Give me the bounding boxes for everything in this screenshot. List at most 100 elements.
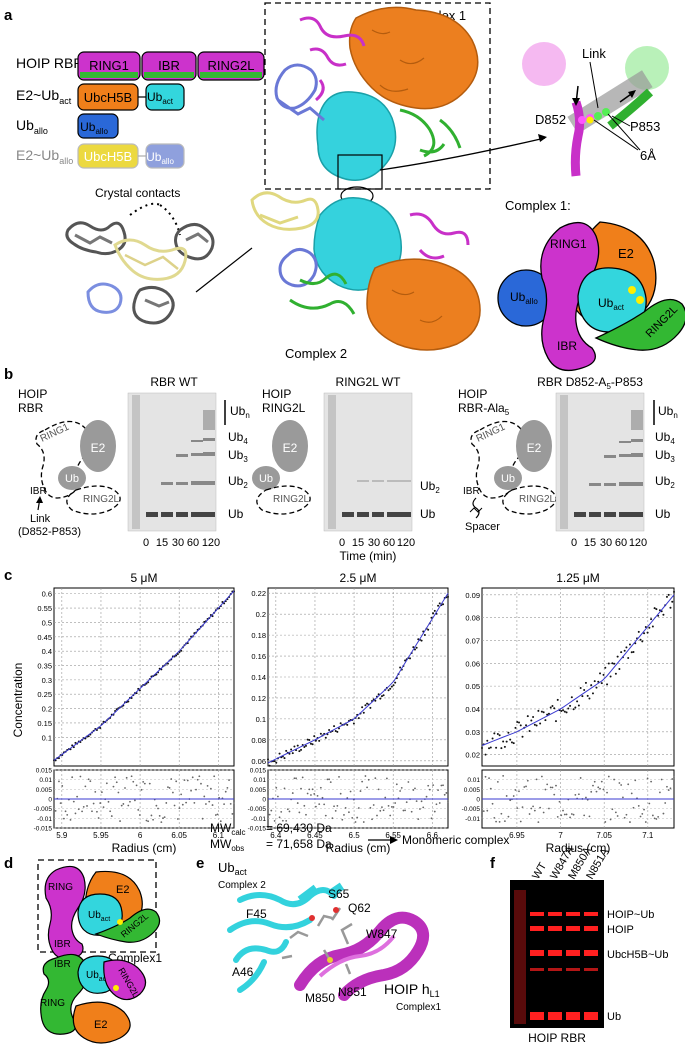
residual-point [214, 814, 217, 816]
svg-text:15: 15 [352, 537, 364, 549]
dimer-schematic: E2 RING IBR Ubact RING2L Complex1 RING I… [37, 859, 162, 1044]
svg-text:0: 0 [339, 537, 345, 549]
construct-ub-allo: Uballo [16, 117, 48, 136]
res-tick-label: -0.005 [34, 806, 53, 813]
data-point [273, 760, 276, 763]
residual-point [338, 775, 340, 778]
svg-text:Ub: Ub [420, 507, 436, 521]
svg-text:RING1: RING1 [475, 422, 508, 445]
residual-point [86, 805, 88, 807]
svg-text:Monomeric complex: Monomeric complex [402, 833, 509, 847]
residual-point [414, 787, 416, 790]
residual-point [400, 786, 403, 789]
svg-text:Ubn: Ubn [658, 404, 678, 420]
svg-text:RING2L: RING2L [83, 494, 120, 505]
residual-point [143, 782, 146, 785]
residual-point [107, 800, 110, 803]
data-point [357, 717, 360, 720]
residual-point [553, 793, 556, 796]
svg-text:E2: E2 [283, 441, 298, 455]
residual-point [267, 794, 269, 797]
residual-point [286, 808, 289, 811]
residual-point [491, 802, 494, 805]
svg-text:RING: RING [48, 882, 73, 893]
grey-protein-bottom [132, 285, 175, 325]
data-point [616, 655, 619, 658]
panel-letter-c: c [4, 567, 12, 584]
data-point [380, 695, 383, 698]
residual-point [588, 815, 591, 818]
data-point [430, 616, 433, 619]
data-point [542, 711, 545, 714]
data-point [572, 708, 575, 711]
svg-text:(D852-P853): (D852-P853) [18, 526, 81, 538]
svg-text:RBR WT: RBR WT [150, 375, 198, 389]
data-point [567, 707, 570, 710]
residual-point [273, 820, 276, 822]
crystal-contacts: Crystal contacts [65, 186, 253, 325]
data-point [324, 736, 327, 739]
domain-ub-act: Ubact [138, 83, 185, 111]
x-tick-label: 6.95 [509, 831, 525, 840]
residual-point [667, 789, 670, 791]
y-tick-label: 0.03 [465, 728, 480, 737]
residual-point [336, 804, 339, 807]
data-point [517, 721, 520, 724]
residual-point [281, 819, 284, 822]
residual-point [318, 803, 321, 805]
svg-text:UbcH5B: UbcH5B [84, 149, 132, 164]
residual-point [354, 821, 357, 823]
residual-point [420, 800, 423, 803]
data-point [500, 747, 503, 750]
residual-point [579, 777, 582, 779]
residual-point [277, 795, 279, 798]
zoom-box [337, 154, 383, 190]
residual-point [316, 794, 319, 797]
panel-letter-d: d [4, 855, 13, 872]
residual-point [74, 812, 77, 815]
residual-point [500, 812, 503, 815]
residual-point [560, 814, 563, 817]
svg-text:120: 120 [202, 537, 220, 549]
residual-point [198, 775, 201, 778]
residual-point [549, 786, 552, 789]
auc-chart-1: 2.5 μM 0.06 0.08 0.1 0.12 0.14 0.16 0.18 0.2 0.22… [248, 571, 449, 855]
residual-point [525, 785, 527, 788]
data-point [338, 727, 341, 730]
data-point [99, 726, 102, 729]
svg-text:Ubact: Ubact [88, 910, 110, 923]
residual-point [669, 787, 672, 790]
svg-text:RBR-Ala5: RBR-Ala5 [458, 401, 510, 417]
y-tick-label: 0.2 [256, 610, 266, 619]
svg-text:IBR: IBR [158, 58, 180, 73]
svg-text:RBR D852-A5-P853: RBR D852-A5-P853 [537, 375, 643, 391]
x-tick-label: 6 [138, 831, 143, 840]
svg-text:15: 15 [584, 537, 596, 549]
residual-point [148, 782, 151, 785]
residual-point [432, 784, 435, 787]
data-point [336, 730, 339, 733]
data-point [138, 689, 141, 692]
data-point [413, 648, 416, 651]
svg-text:RING2L WT: RING2L WT [336, 375, 402, 389]
svg-text:Ub: Ub [655, 507, 671, 521]
residual-point [306, 792, 309, 795]
residual-point [89, 780, 92, 783]
residual-point [224, 790, 227, 793]
data-point [579, 687, 582, 690]
residual-point [447, 800, 449, 803]
svg-text:120: 120 [397, 537, 415, 549]
residual-point [195, 788, 197, 791]
residual-point [507, 815, 510, 818]
data-point [127, 700, 130, 703]
data-point [505, 740, 508, 743]
residual-point [556, 815, 559, 818]
data-point [495, 746, 498, 749]
residual-point [572, 813, 575, 816]
schematic-ring1 [540, 221, 600, 372]
schematic-title: Complex 1: [505, 198, 571, 213]
svg-text:Ub2: Ub2 [228, 474, 248, 490]
domain-ibr: IBR [141, 51, 197, 81]
data-point [267, 758, 269, 761]
residual-point [371, 818, 373, 821]
